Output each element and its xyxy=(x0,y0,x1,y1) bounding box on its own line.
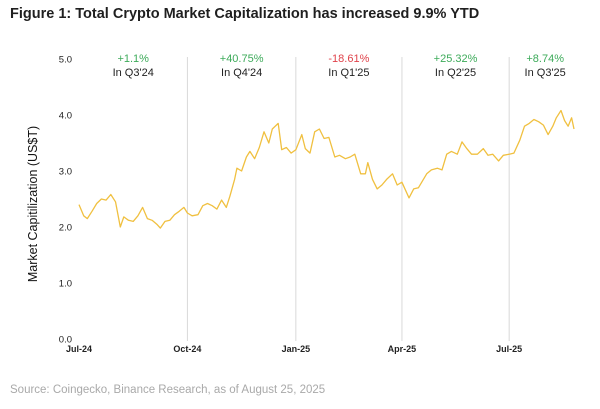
x-tick-label: Jul-24 xyxy=(66,344,92,354)
x-tick-label: Oct-24 xyxy=(173,344,201,354)
y-tick-label: 1.0 xyxy=(59,279,72,290)
y-axis-ticks: 0.0 1.0 2.0 3.0 4.0 5.0 xyxy=(59,55,72,346)
quarter-annotations: +1.1% In Q3'24 +40.75% In Q4'24 -18.61% In Q1… xyxy=(113,53,566,79)
y-tick-label: 4.0 xyxy=(59,111,72,122)
annotation-quarter: In Q1'25 xyxy=(328,67,369,79)
annotation-value: +8.74% xyxy=(526,53,564,65)
series-group xyxy=(78,109,575,229)
quarter-annotation: +1.1% In Q3'24 xyxy=(113,53,154,79)
y-axis-label: Market Capitilization (US$T) xyxy=(26,126,40,282)
quarter-annotation: +8.74% In Q3'25 xyxy=(525,53,566,79)
annotation-value: +1.1% xyxy=(117,53,149,65)
quarter-annotation: -18.61% In Q1'25 xyxy=(328,53,369,79)
annotation-quarter: In Q3'25 xyxy=(525,67,566,79)
x-tick-label: Jul-25 xyxy=(496,344,522,354)
quarter-separators xyxy=(186,57,510,341)
quarter-annotation: +40.75% In Q4'24 xyxy=(220,53,264,79)
source-note: Source: Coingecko, Binance Research, as … xyxy=(10,384,326,396)
annotation-value: -18.61% xyxy=(328,53,369,65)
quarter-annotation: +25.32% In Q2'25 xyxy=(434,53,478,79)
x-axis-ticks: Jul-24 Oct-24 Jan-25 Apr-25 Jul-25 xyxy=(66,344,522,354)
annotation-quarter: In Q2'25 xyxy=(435,67,476,79)
figure-title: Figure 1: Total Crypto Market Capitaliza… xyxy=(10,6,480,22)
annotation-quarter: In Q3'24 xyxy=(113,67,154,79)
y-tick-label: 3.0 xyxy=(59,167,72,178)
annotation-value: +40.75% xyxy=(220,53,264,65)
y-tick-label: 5.0 xyxy=(59,55,72,66)
series-line xyxy=(78,109,575,229)
annotation-value: +25.32% xyxy=(434,53,478,65)
x-tick-label: Jan-25 xyxy=(282,344,311,354)
annotation-quarter: In Q4'24 xyxy=(221,67,262,79)
y-tick-label: 0.0 xyxy=(59,335,72,346)
x-tick-label: Apr-25 xyxy=(388,344,417,354)
y-tick-label: 2.0 xyxy=(59,223,72,234)
